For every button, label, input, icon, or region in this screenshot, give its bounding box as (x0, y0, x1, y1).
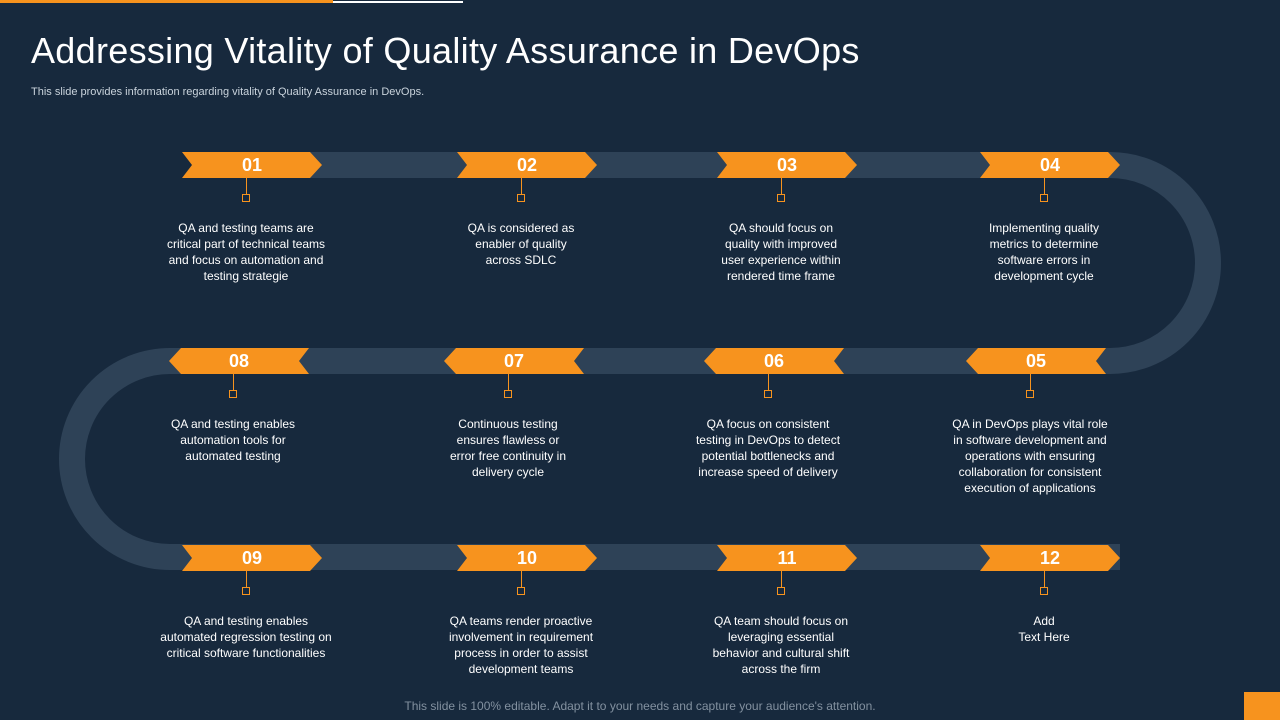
step-description: QA should focus on quality with improved… (721, 221, 841, 283)
step-chevron-03: 03 (717, 152, 857, 178)
step-marker-square (1026, 390, 1034, 398)
step-description: Continuous testing ensures flawless or e… (449, 417, 567, 479)
step-chevron-02: 02 (457, 152, 597, 178)
slide-subtitle: This slide provides information regardin… (31, 86, 425, 98)
step-description: QA in DevOps plays vital role in softwar… (952, 417, 1108, 495)
step-number: 09 (241, 548, 263, 568)
step-connector (768, 374, 769, 390)
corner-accent (1244, 692, 1280, 720)
step-description: QA team should focus on leveraging essen… (712, 614, 850, 676)
step-chevron-06: 06 (704, 348, 844, 374)
step-chevron-07: 07 (444, 348, 584, 374)
step-marker-square (1040, 587, 1048, 595)
step-connector (521, 571, 522, 587)
step-number: 11 (777, 548, 797, 568)
slide-footer: This slide is 100% editable. Adapt it to… (404, 699, 876, 713)
step-connector (1030, 374, 1031, 390)
step-description: Add Text Here (1018, 614, 1070, 644)
step-marker-square (229, 390, 237, 398)
step-chevron-09: 09 (182, 545, 322, 571)
step-description: QA focus on consistent testing in DevOps… (695, 417, 841, 479)
step-chevron-11: 11 (717, 545, 857, 571)
step-description: QA and testing teams are critical part o… (166, 221, 326, 283)
step-description: QA teams render proactive involvement in… (448, 614, 594, 676)
step-chevron-05: 05 (966, 348, 1106, 374)
step-marker-square (517, 194, 525, 202)
step-number: 01 (241, 155, 263, 175)
step-connector (781, 571, 782, 587)
top-accent-line-orange (0, 0, 333, 3)
step-description: QA is considered as enabler of quality a… (467, 221, 575, 267)
step-number: 05 (1025, 351, 1047, 371)
step-marker-square (242, 194, 250, 202)
step-marker-square (242, 587, 250, 595)
step-connector (246, 571, 247, 587)
step-marker-square (517, 587, 525, 595)
step-number: 03 (776, 155, 798, 175)
step-chevron-01: 01 (182, 152, 322, 178)
slide-title: Addressing Vitality of Quality Assurance… (31, 30, 860, 71)
step-marker-square (777, 587, 785, 595)
step-marker-square (764, 390, 772, 398)
step-connector (781, 178, 782, 194)
step-chevron-04: 04 (980, 152, 1120, 178)
step-connector (246, 178, 247, 194)
step-chevron-12: 12 (980, 545, 1120, 571)
step-connector (1044, 571, 1045, 587)
step-chevron-10: 10 (457, 545, 597, 571)
step-description: Implementing quality metrics to determin… (988, 221, 1100, 283)
step-marker-square (504, 390, 512, 398)
top-accent-line-white (333, 1, 463, 3)
step-description: QA and testing enables automated regress… (160, 614, 332, 660)
step-number: 10 (516, 548, 538, 568)
step-number: 12 (1039, 548, 1061, 568)
step-number: 08 (228, 351, 250, 371)
step-marker-square (1040, 194, 1048, 202)
step-connector (233, 374, 234, 390)
step-number: 06 (763, 351, 785, 371)
step-chevron-08: 08 (169, 348, 309, 374)
step-description: QA and testing enables automation tools … (170, 417, 296, 463)
step-number: 02 (516, 155, 538, 175)
step-connector (508, 374, 509, 390)
step-connector (521, 178, 522, 194)
step-marker-square (777, 194, 785, 202)
step-connector (1044, 178, 1045, 194)
step-number: 07 (503, 351, 525, 371)
step-number: 04 (1039, 155, 1061, 175)
